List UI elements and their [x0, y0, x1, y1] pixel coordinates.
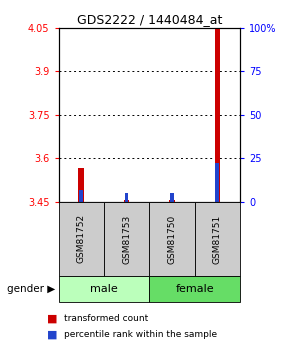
Text: transformed count: transformed count — [64, 314, 149, 323]
Title: GDS2222 / 1440484_at: GDS2222 / 1440484_at — [76, 13, 222, 27]
Bar — [79, 168, 84, 202]
Bar — [169, 200, 175, 202]
Text: male: male — [90, 284, 118, 294]
Bar — [214, 28, 220, 202]
Text: GSM81750: GSM81750 — [167, 214, 176, 264]
Bar — [124, 200, 129, 202]
Text: percentile rank within the sample: percentile rank within the sample — [64, 330, 218, 339]
Bar — [80, 190, 83, 202]
Text: ■: ■ — [46, 330, 57, 339]
Bar — [170, 193, 174, 202]
Text: female: female — [175, 284, 214, 294]
Text: GSM81751: GSM81751 — [213, 214, 222, 264]
Text: GSM81753: GSM81753 — [122, 214, 131, 264]
Text: ■: ■ — [46, 314, 57, 323]
Text: GSM81752: GSM81752 — [77, 214, 86, 264]
Text: gender ▶: gender ▶ — [7, 284, 56, 294]
Bar — [215, 164, 219, 202]
Bar — [125, 193, 128, 202]
